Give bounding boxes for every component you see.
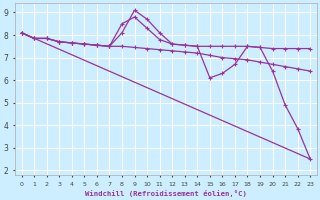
X-axis label: Windchill (Refroidissement éolien,°C): Windchill (Refroidissement éolien,°C) xyxy=(85,190,247,197)
